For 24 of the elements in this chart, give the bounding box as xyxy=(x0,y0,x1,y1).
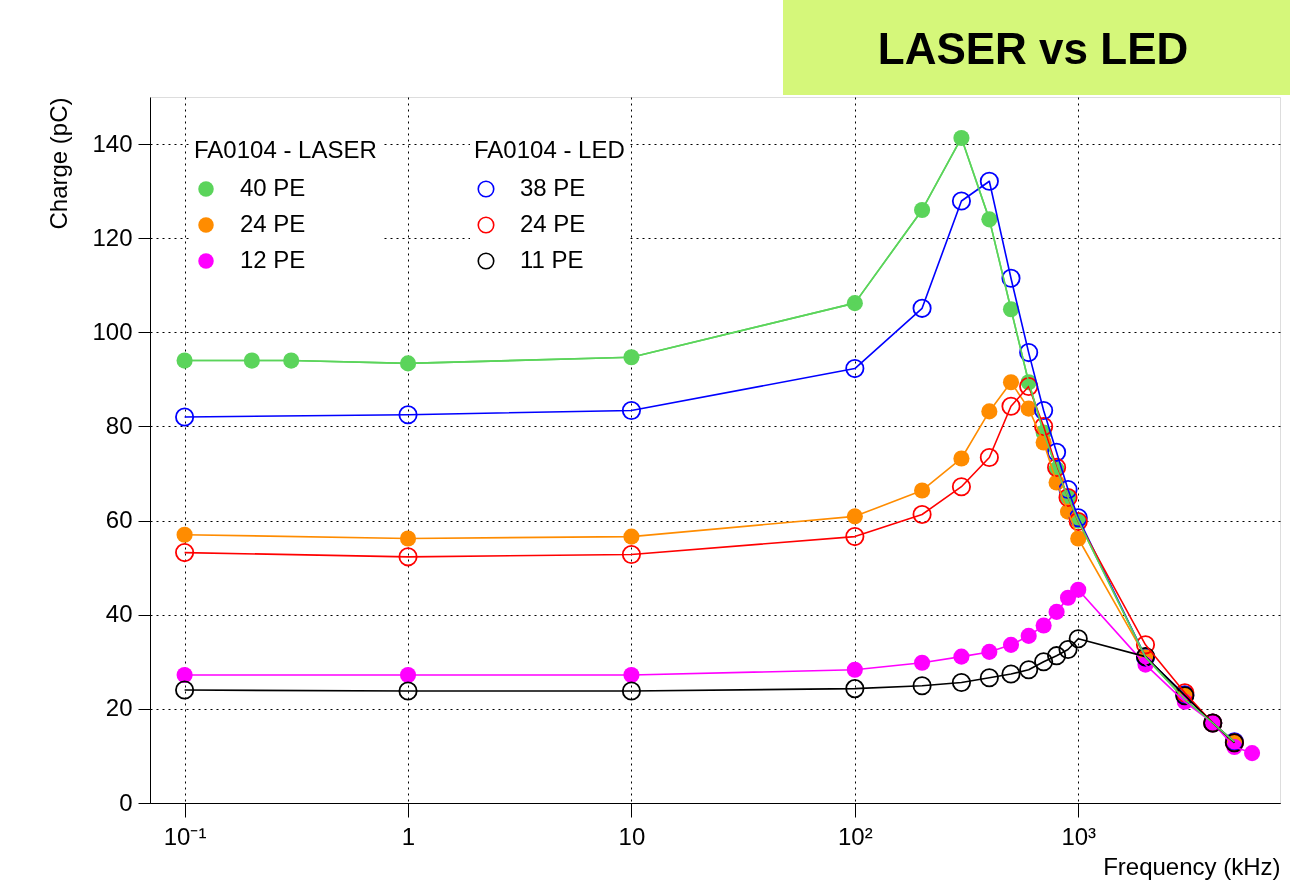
text: FA0104 - LASER xyxy=(194,136,377,163)
legend-label: 40 PE xyxy=(240,174,306,201)
legend-label: 11 PE xyxy=(520,246,584,273)
y-axis-title: Charge (pC) xyxy=(45,97,73,230)
y-tick-label: 60 xyxy=(105,506,133,534)
legend-label: 24 PE xyxy=(240,210,306,237)
y-tick-label: 40 xyxy=(105,600,133,628)
y-tick-label: 120 xyxy=(92,223,133,251)
x-tick-label: 10⁻¹ xyxy=(163,822,207,850)
x-tick-label: 10³ xyxy=(1061,822,1097,850)
x-axis-title: Frequency (kHz) xyxy=(1103,852,1281,880)
chart-title: LASER vs LED xyxy=(877,24,1189,73)
x-tick-label: 1 xyxy=(401,822,416,850)
y-tick-label: 20 xyxy=(105,694,133,722)
legend-label: 38 PE xyxy=(520,174,586,201)
x-tick-label: 10 xyxy=(618,822,646,850)
legend-label: 12 PE xyxy=(240,246,306,273)
y-tick-label: 100 xyxy=(92,317,133,345)
y-tick-label: 0 xyxy=(119,788,133,816)
text: FA0104 - LED xyxy=(474,136,625,163)
y-tick-label: 80 xyxy=(105,411,133,439)
y-tick-label: 140 xyxy=(92,129,133,157)
legend-label: 24 PE xyxy=(520,210,586,237)
x-tick-label: 10² xyxy=(837,822,873,850)
